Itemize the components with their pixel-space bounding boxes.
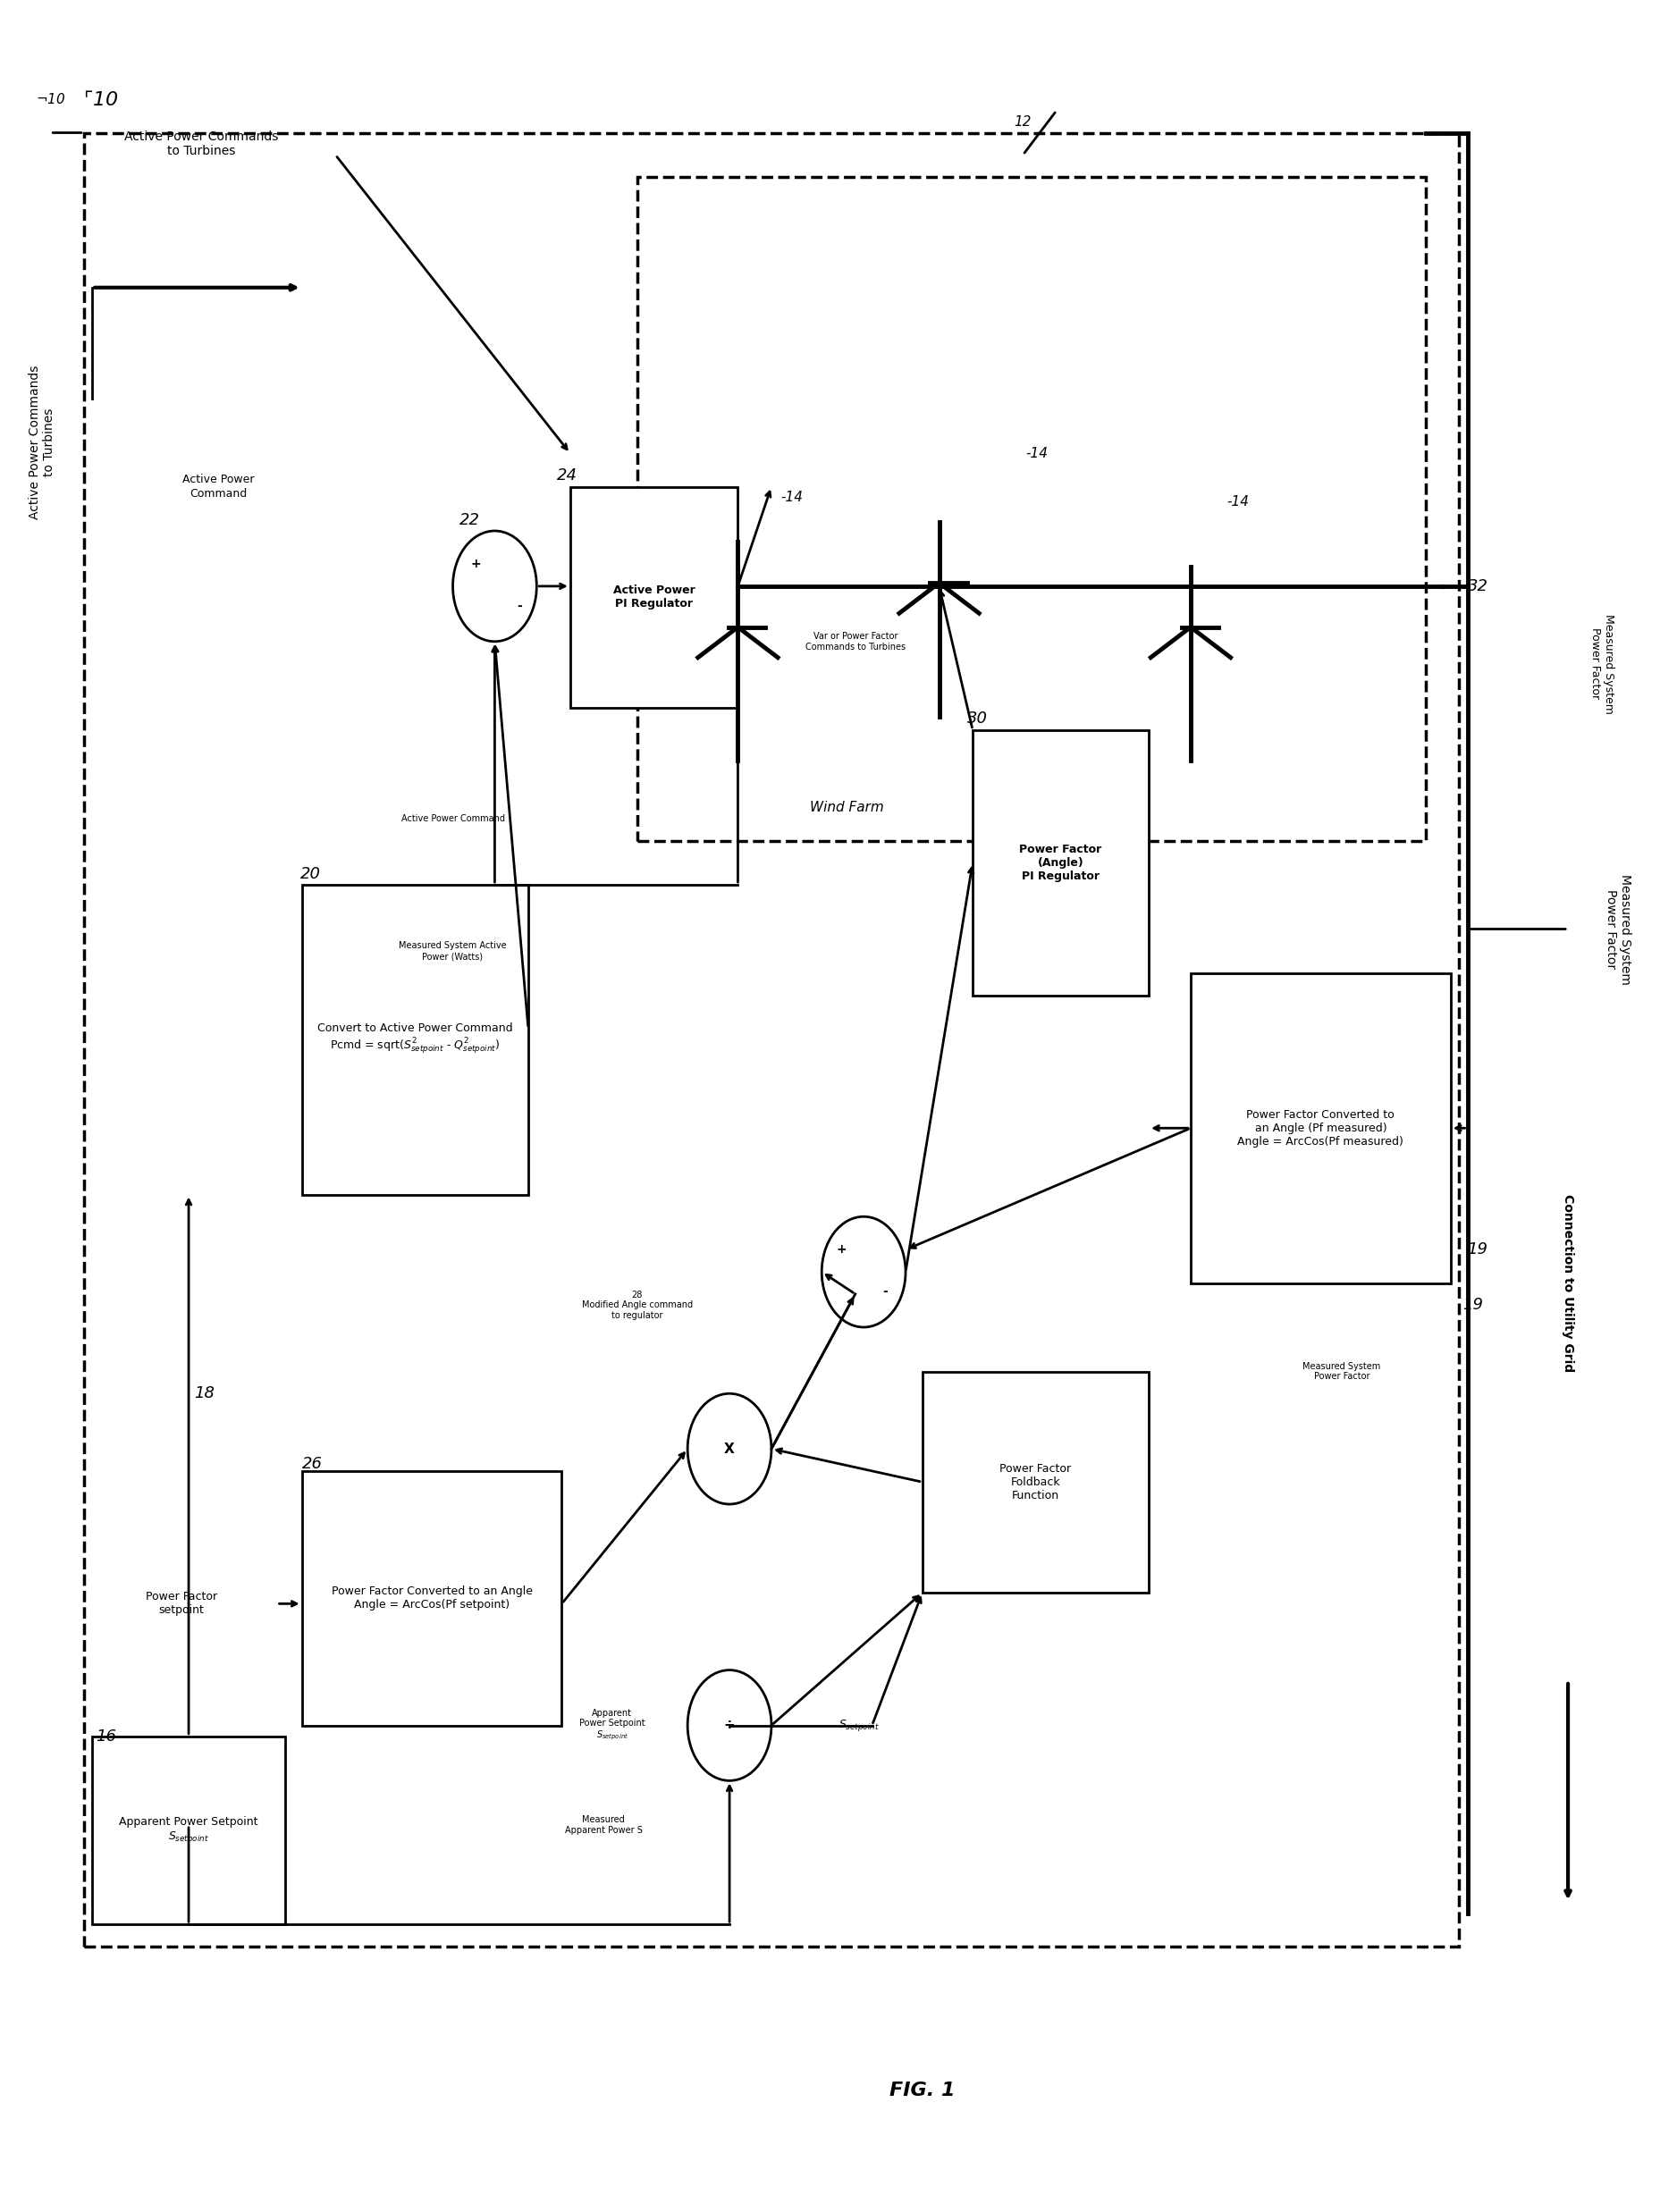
Text: Active Power Command: Active Power Command [401,814,505,823]
FancyBboxPatch shape [570,487,738,708]
Text: 26: 26 [302,1455,322,1473]
Text: Var or Power Factor
Commands to Turbines: Var or Power Factor Commands to Turbines [805,633,906,650]
Text: $\neg$10: $\neg$10 [35,93,65,106]
Text: Wind Farm: Wind Farm [810,801,884,814]
FancyBboxPatch shape [302,885,528,1194]
Text: Measured System
Power Factor: Measured System Power Factor [1303,1363,1380,1380]
Text: $S_{setpoint}$: $S_{setpoint}$ [838,1719,879,1732]
FancyBboxPatch shape [973,730,1149,995]
Text: Active Power
PI Regulator: Active Power PI Regulator [614,584,694,611]
Text: 19: 19 [1467,1241,1487,1259]
Text: 22: 22 [459,511,480,529]
Text: Active Power
Command: Active Power Command [183,473,253,500]
Text: Active Power Commands
to Turbines: Active Power Commands to Turbines [29,365,55,520]
Circle shape [688,1394,771,1504]
Text: 20: 20 [300,865,320,883]
Text: Measured
Apparent Power S: Measured Apparent Power S [565,1816,642,1834]
Text: 28
Modified Angle command
to regulator: 28 Modified Angle command to regulator [582,1290,693,1321]
Text: -14: -14 [1226,495,1249,509]
Text: -: - [882,1285,889,1298]
Text: Connection to Utility Grid: Connection to Utility Grid [1561,1194,1575,1371]
Text: X: X [724,1442,735,1455]
Text: 19: 19 [1462,1296,1482,1314]
Text: Power Factor Converted to an Angle
Angle = ArcCos(Pf setpoint): Power Factor Converted to an Angle Angle… [332,1586,532,1610]
Circle shape [453,531,537,641]
FancyBboxPatch shape [1191,973,1451,1283]
Text: Power Factor
setpoint: Power Factor setpoint [146,1590,216,1617]
Text: -: - [517,599,523,613]
FancyBboxPatch shape [92,1736,285,1924]
Text: Apparent
Power Setpoint
$S_{setpoint}$: Apparent Power Setpoint $S_{setpoint}$ [579,1708,646,1743]
Text: 16: 16 [96,1728,116,1745]
Text: +: + [837,1243,847,1256]
Text: 32: 32 [1467,577,1487,595]
Text: Measured System
Power Factor: Measured System Power Factor [1590,613,1613,714]
Text: Measured System
Power Factor: Measured System Power Factor [1605,874,1632,984]
Text: Measured System Active
Power (Watts): Measured System Active Power (Watts) [399,942,506,960]
Text: Power Factor Converted to
an Angle (Pf measured)
Angle = ArcCos(Pf measured): Power Factor Converted to an Angle (Pf m… [1238,1108,1404,1148]
Text: FIG. 1: FIG. 1 [889,2081,956,2099]
Text: -14: -14 [1025,447,1048,460]
Text: ÷: ÷ [724,1719,735,1732]
Text: 12: 12 [1015,115,1031,128]
Circle shape [688,1670,771,1781]
FancyBboxPatch shape [922,1371,1149,1593]
Text: Active Power Commands
to Turbines: Active Power Commands to Turbines [124,131,278,157]
Circle shape [822,1217,906,1327]
Text: 24: 24 [557,467,577,484]
FancyBboxPatch shape [302,1471,562,1725]
Text: Power Factor
(Angle)
PI Regulator: Power Factor (Angle) PI Regulator [1020,843,1102,883]
Text: +: + [471,557,481,571]
Text: Apparent Power Setpoint
$S_{setpoint}$: Apparent Power Setpoint $S_{setpoint}$ [119,1816,258,1845]
Text: Power Factor
Foldback
Function: Power Factor Foldback Function [999,1462,1072,1502]
Text: $\ulcorner$10: $\ulcorner$10 [82,91,119,108]
Text: Convert to Active Power Command
Pcmd = sqrt($S_{setpoint}^2$ - $Q_{setpoint}^2$): Convert to Active Power Command Pcmd = s… [317,1022,513,1057]
Text: 18: 18 [195,1385,215,1402]
Text: -14: -14 [780,491,803,504]
Text: 30: 30 [968,710,988,728]
